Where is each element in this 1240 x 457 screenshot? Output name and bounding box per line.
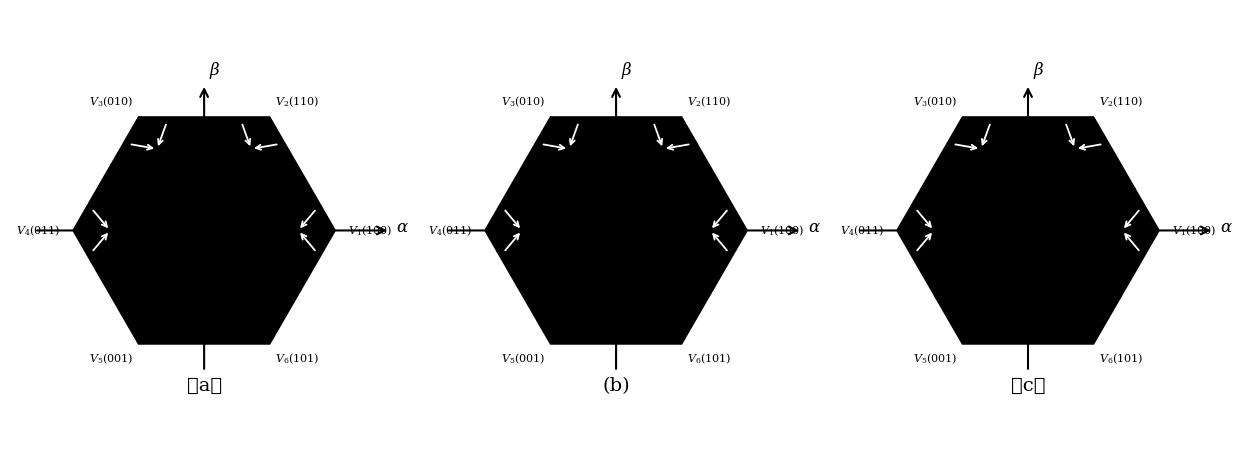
Polygon shape	[898, 117, 1158, 344]
Text: 6: 6	[689, 292, 699, 305]
Text: 6: 6	[284, 176, 294, 191]
Text: 5: 5	[616, 331, 626, 345]
Text: $V_{1}$(100): $V_{1}$(100)	[760, 223, 805, 238]
Text: $V_{3}$(010): $V_{3}$(010)	[913, 95, 957, 109]
Text: $V_{6}$(101): $V_{6}$(101)	[1099, 351, 1143, 366]
Text: $V_{5}$(001): $V_{5}$(001)	[501, 351, 546, 366]
Text: 6: 6	[1028, 331, 1038, 345]
Text: $V_{6}$(101): $V_{6}$(101)	[687, 351, 732, 366]
Text: 7: 7	[182, 320, 192, 334]
Text: 3: 3	[105, 266, 115, 279]
Text: $V_{3}$(010): $V_{3}$(010)	[501, 95, 546, 109]
Text: 3: 3	[536, 181, 546, 196]
Text: $V_{2}$(110): $V_{2}$(110)	[275, 95, 319, 109]
Text: $V_{4}$(011): $V_{4}$(011)	[16, 223, 61, 238]
Text: 5: 5	[957, 282, 967, 296]
Text: 8: 8	[216, 320, 226, 334]
Text: $V_{2}$(110): $V_{2}$(110)	[1099, 95, 1143, 109]
Text: （c）: （c）	[1011, 377, 1045, 395]
Text: $\beta$: $\beta$	[1033, 60, 1044, 81]
Text: $\alpha$: $\alpha$	[808, 219, 821, 236]
Text: $\beta$: $\beta$	[210, 60, 221, 81]
Text: 4: 4	[1109, 169, 1118, 182]
Text: 2: 2	[1089, 292, 1099, 305]
Text: $\alpha$: $\alpha$	[1220, 219, 1233, 236]
Text: 2: 2	[216, 127, 226, 141]
Text: 8: 8	[583, 302, 593, 316]
Text: 4: 4	[114, 181, 124, 196]
Text: 4: 4	[594, 127, 604, 141]
Polygon shape	[485, 117, 746, 344]
Text: $V_{1}$(100): $V_{1}$(100)	[1172, 223, 1216, 238]
Text: $V_{5}$(001): $V_{5}$(001)	[913, 351, 957, 366]
Text: 5: 5	[278, 281, 288, 295]
Text: $V_{6}$(101): $V_{6}$(101)	[275, 351, 319, 366]
Text: $V_{5}$(001): $V_{5}$(001)	[89, 351, 134, 366]
Text: 7: 7	[973, 155, 983, 170]
Text: $V_{4}$(011): $V_{4}$(011)	[428, 223, 472, 238]
Polygon shape	[73, 117, 335, 344]
Text: $V_{2}$(110): $V_{2}$(110)	[687, 95, 732, 109]
Text: 7: 7	[526, 263, 536, 276]
Text: (b): (b)	[603, 377, 630, 395]
Text: （a）: （a）	[186, 377, 222, 395]
Text: $\alpha$: $\alpha$	[397, 219, 409, 236]
Text: 3: 3	[1023, 127, 1033, 141]
Text: 1: 1	[1109, 250, 1118, 264]
Text: 1: 1	[696, 169, 706, 182]
Text: $V_{4}$(011): $V_{4}$(011)	[839, 223, 884, 238]
Text: 8: 8	[973, 208, 983, 222]
Text: $V_{1}$(100): $V_{1}$(100)	[348, 223, 392, 238]
Text: 1: 1	[182, 127, 192, 141]
Text: $\beta$: $\beta$	[621, 60, 632, 81]
Text: 2: 2	[689, 234, 699, 248]
Text: $V_{3}$(010): $V_{3}$(010)	[89, 95, 134, 109]
